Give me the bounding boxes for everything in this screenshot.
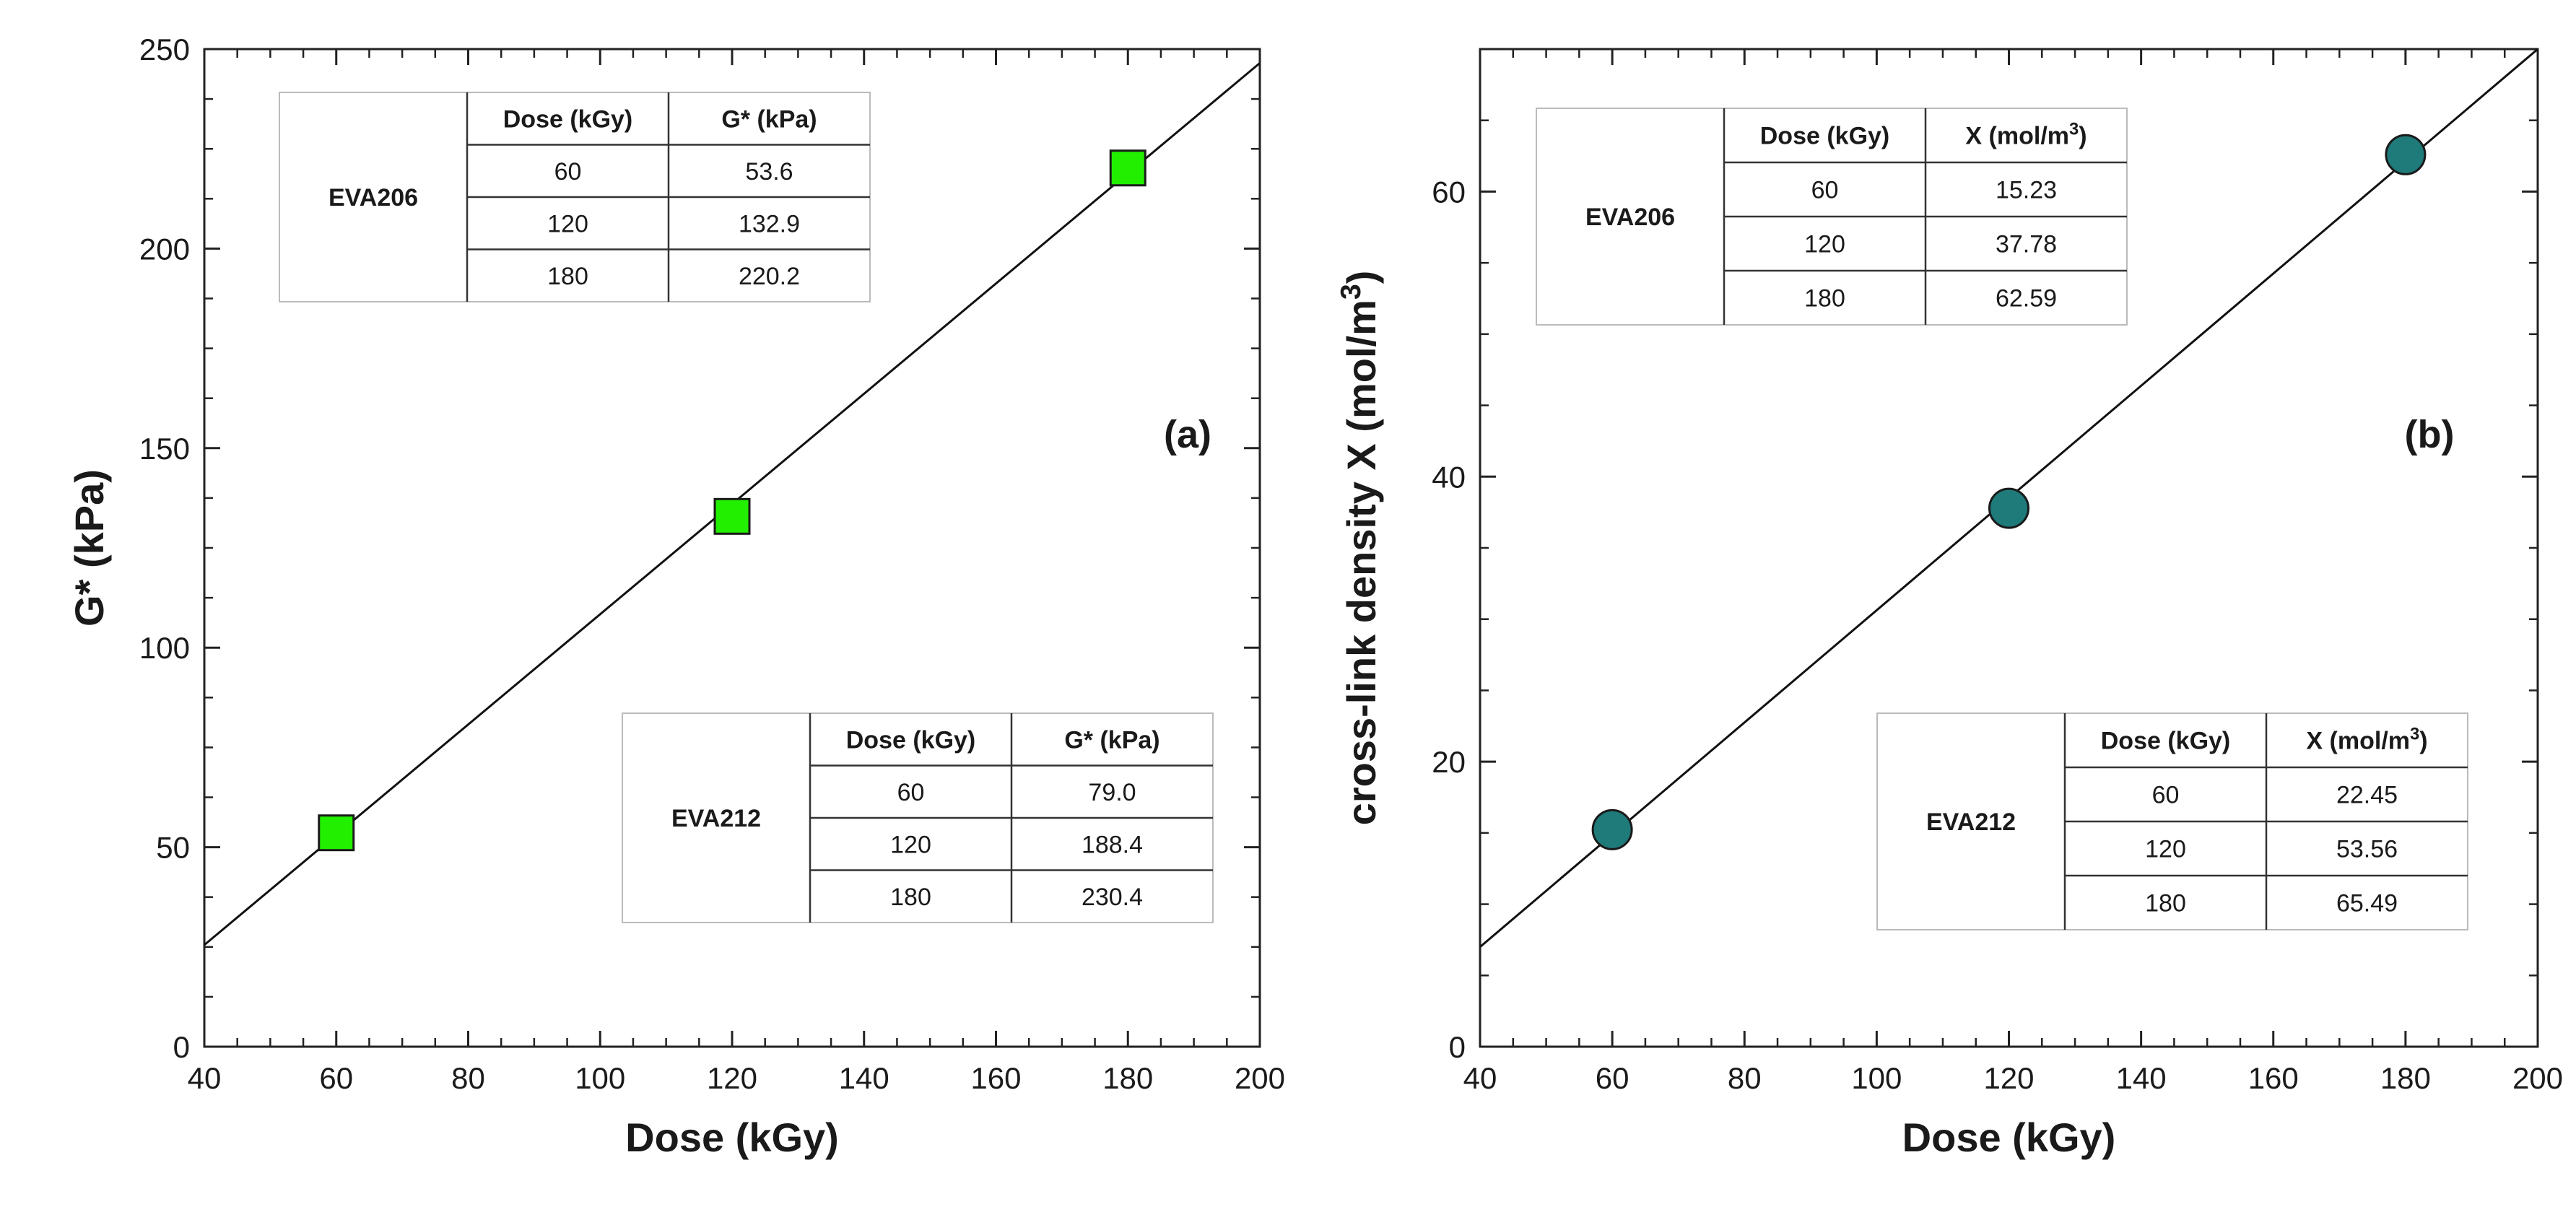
table-cell: 60 <box>897 779 925 806</box>
x-tick-label: 60 <box>319 1061 353 1095</box>
y-axis-title: G* (kPa) <box>66 469 112 627</box>
y-tick-label: 50 <box>156 831 190 865</box>
x-tick-label: 100 <box>575 1061 625 1095</box>
table-cell: 120 <box>1804 231 1845 258</box>
text-part: ) <box>1339 271 1384 284</box>
x-tick-label: 140 <box>839 1061 889 1095</box>
data-table-eva212: EVA212 Dose (kGy) X (mol/m3) 60 22.45 120 53.5… <box>1876 712 2468 930</box>
x-tick-label: 120 <box>707 1061 757 1095</box>
table-cell: 15.23 <box>1996 177 2057 204</box>
table-cell: 120 <box>2145 836 2186 863</box>
table-cell: 132.9 <box>739 210 800 237</box>
table-cell: 180 <box>890 884 931 911</box>
y-tick-label: 40 <box>1432 460 1466 494</box>
y-tick-label: 0 <box>1449 1030 1466 1064</box>
y-tick-label: 60 <box>1432 175 1466 209</box>
data-table-eva212: EVA212 Dose (kGy) G* (kPa) 60 79.0 120 188.4 18… <box>622 712 1214 923</box>
data-table-eva206: EVA206 Dose (kGy) X (mol/m3) 60 15.23 120 37.7… <box>1536 108 2128 326</box>
table-cell: 60 <box>554 158 582 186</box>
x-tick-label: 160 <box>970 1061 1021 1095</box>
table-cell: 79.0 <box>1088 779 1136 806</box>
table-cell: 230.4 <box>1082 884 1143 911</box>
text-part: cross-link density X (mol/m <box>1339 300 1384 825</box>
table-cell: 180 <box>2145 890 2186 917</box>
x-tick-label: 120 <box>1983 1061 2034 1095</box>
table-row-label: EVA212 <box>1926 808 2016 836</box>
y-axis-title: cross-link density X (mol/m3) <box>1336 271 1385 826</box>
x-tick-label: 60 <box>1596 1061 1629 1095</box>
table-header: Dose (kGy) <box>503 105 633 133</box>
data-point-square <box>1109 149 1146 187</box>
table-cell: 180 <box>547 263 588 290</box>
table-cell: 37.78 <box>1996 231 2057 258</box>
y-tick-label: 20 <box>1432 745 1466 779</box>
data-point-square <box>318 814 355 852</box>
table-cell: 220.2 <box>739 263 800 290</box>
x-tick-label: 100 <box>1851 1061 1902 1095</box>
panel-label: (a) <box>1164 413 1211 456</box>
text-part: ) <box>2079 123 2087 150</box>
superscript: 3 <box>1336 284 1367 300</box>
table-row-label: EVA206 <box>328 184 418 212</box>
x-tick-label: 180 <box>2380 1061 2431 1095</box>
table-cell: 60 <box>2152 782 2180 809</box>
x-axis-title: Dose (kGy) <box>1902 1115 2116 1160</box>
table-header: Dose (kGy) <box>2101 728 2231 755</box>
x-tick-label: 80 <box>451 1061 485 1095</box>
text-part: X (mol/m <box>1965 123 2069 150</box>
text-part: ) <box>2419 728 2427 755</box>
superscript: 3 <box>2069 119 2079 139</box>
data-point-square <box>713 497 751 535</box>
table-cell: 120 <box>890 831 931 858</box>
table-cell: 188.4 <box>1082 831 1143 858</box>
chart-panel-b: 40 60 80 100 120 140 160 180 200 0 20 40 60 Dose (kGy… <box>1336 48 2563 1160</box>
data-point-circle <box>1988 487 2029 529</box>
x-tick-label: 40 <box>1463 1061 1497 1095</box>
table-row-label: EVA212 <box>671 805 761 832</box>
y-tick-label: 0 <box>173 1030 190 1064</box>
table-cell: 60 <box>1811 177 1839 204</box>
superscript: 3 <box>2410 724 2419 744</box>
table-cell: 53.56 <box>2336 836 2398 863</box>
table-header: X (mol/m3) <box>2306 724 2427 755</box>
table-cell: 180 <box>1804 285 1845 313</box>
table-cell: 65.49 <box>2336 890 2398 917</box>
x-tick-label: 180 <box>1102 1061 1153 1095</box>
table-header: Dose (kGy) <box>846 726 976 754</box>
y-tick-label: 250 <box>139 32 190 66</box>
table-header: G* (kPa) <box>721 105 817 133</box>
table-cell: 120 <box>547 210 588 237</box>
x-tick-label: 200 <box>1235 1061 1285 1095</box>
table-cell: 53.6 <box>745 158 793 186</box>
y-tick-label: 200 <box>139 232 190 266</box>
table-header: Dose (kGy) <box>1760 123 1890 150</box>
table-cell: 22.45 <box>2336 782 2398 809</box>
table-header: X (mol/m3) <box>1965 119 2087 150</box>
text-part: X (mol/m <box>2306 728 2410 755</box>
x-tick-label: 40 <box>188 1061 222 1095</box>
data-table-eva206: EVA206 Dose (kGy) G* (kPa) 60 53.6 120 132.9 18… <box>279 92 871 302</box>
x-axis-title: Dose (kGy) <box>625 1115 839 1160</box>
data-point-circle <box>2385 134 2427 175</box>
y-tick-label: 150 <box>139 432 190 466</box>
panel-label: (b) <box>2405 413 2455 456</box>
y-tick-label: 100 <box>139 631 190 665</box>
table-cell: 62.59 <box>1996 285 2057 313</box>
x-tick-label: 160 <box>2248 1061 2299 1095</box>
data-point-circle <box>1591 808 1633 850</box>
x-tick-label: 200 <box>2512 1061 2563 1095</box>
table-row-label: EVA206 <box>1585 204 1675 231</box>
table-header: G* (kPa) <box>1064 726 1159 754</box>
chart-panel-a: 40 60 80 100 120 140 160 180 200 0 50 100 150 200 250 D… <box>66 32 1285 1160</box>
x-tick-label: 140 <box>2116 1061 2167 1095</box>
x-tick-label: 80 <box>1728 1061 1762 1095</box>
